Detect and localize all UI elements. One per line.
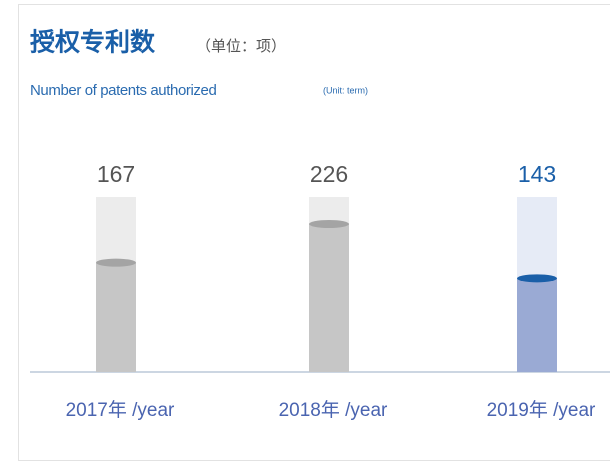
- x-tick-label: 2019年 /year: [487, 399, 596, 421]
- bar-cap: [309, 220, 349, 228]
- bar-cap: [96, 258, 136, 267]
- bar: [309, 224, 349, 372]
- chart-title: 授权专利数: [30, 28, 156, 57]
- chart-title-en: Number of patents authorized: [30, 82, 216, 99]
- bar-cap: [517, 274, 557, 283]
- x-tick-label: 2018年 /year: [279, 399, 388, 421]
- bar: [517, 278, 557, 372]
- x-tick-label: 2017年 /year: [66, 399, 175, 421]
- chart-subtitle: （单位：项）: [196, 38, 286, 55]
- value-label: 143: [518, 161, 556, 187]
- value-label: 167: [97, 161, 135, 187]
- chart-subtitle-en: (Unit: term): [323, 85, 368, 95]
- value-label: 226: [310, 161, 348, 187]
- bar: [96, 262, 136, 372]
